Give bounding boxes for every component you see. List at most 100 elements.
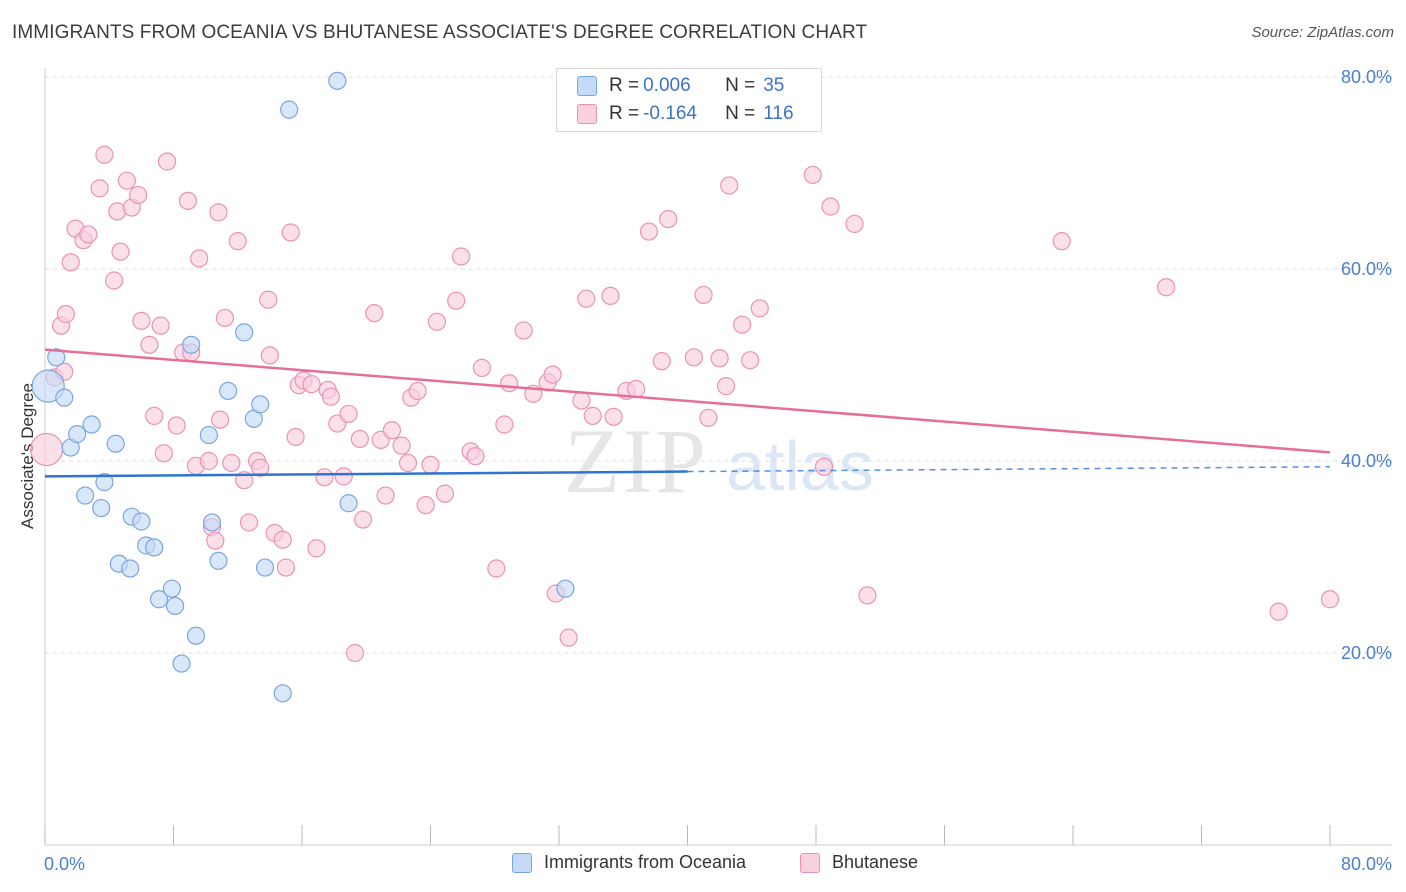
point-oceania <box>106 434 125 453</box>
point-oceania <box>219 381 238 401</box>
trendline-oceania-extension <box>687 466 1331 473</box>
point-bhutanese <box>694 285 713 305</box>
point-bhutanese <box>1320 590 1340 609</box>
point-bhutanese <box>145 406 164 425</box>
point-bhutanese <box>129 185 148 205</box>
point-bhutanese <box>79 225 98 244</box>
point-bhutanese <box>353 510 373 529</box>
point-bhutanese <box>228 232 247 251</box>
point-bhutanese <box>500 374 519 393</box>
point-bhutanese <box>281 223 300 242</box>
point-bhutanese <box>140 335 159 354</box>
series-swatch-bhutanese <box>800 852 820 873</box>
point-bhutanese <box>151 316 170 335</box>
point-oceania <box>121 559 140 578</box>
point-bhutanese <box>845 214 864 233</box>
point-bhutanese <box>427 312 447 331</box>
point-bhutanese <box>472 358 491 377</box>
y-tick-label: 20.0% <box>1341 643 1392 663</box>
watermark-atlas: atlas <box>726 427 874 505</box>
point-bhutanese <box>345 643 365 663</box>
x-tick-label: 80.0% <box>1341 854 1392 874</box>
point-bhutanese <box>750 299 769 318</box>
series-legend-item-bhutanese[interactable]: Bhutanese <box>800 852 918 873</box>
y-tick-label: 60.0% <box>1341 259 1392 279</box>
watermark-zip: ZIP <box>564 410 708 512</box>
legend-r-label: R = <box>609 75 640 96</box>
point-oceania <box>145 538 164 557</box>
point-bhutanese <box>339 404 358 424</box>
legend-r-value-oceania: 0.006 <box>643 75 691 96</box>
point-bhutanese <box>684 348 704 367</box>
point-bhutanese <box>1052 232 1071 251</box>
trend-layer <box>44 348 1331 478</box>
point-oceania <box>235 323 254 342</box>
point-bhutanese <box>814 457 834 476</box>
series-legend-item-oceania[interactable]: Immigrants from Oceania <box>512 852 746 873</box>
point-bhutanese <box>858 586 877 605</box>
point-bhutanese <box>132 311 151 330</box>
point-bhutanese <box>639 222 659 241</box>
point-bhutanese <box>604 407 623 426</box>
point-bhutanese <box>659 209 678 229</box>
point-bhutanese <box>382 421 402 440</box>
series-legend-label-bhutanese: Bhutanese <box>832 852 919 872</box>
point-bhutanese <box>466 447 485 466</box>
point-oceania <box>202 513 222 532</box>
point-bhutanese <box>710 349 729 368</box>
point-oceania <box>162 579 181 598</box>
point-bhutanese <box>215 308 234 328</box>
point-bhutanese <box>154 444 173 463</box>
point-bhutanese <box>543 365 562 384</box>
point-oceania <box>199 425 218 445</box>
legend-r-label: R = <box>609 103 640 124</box>
legend-row-oceania: R = 0.006 N = 35 <box>577 73 784 99</box>
point-bhutanese <box>572 391 591 410</box>
point-bhutanese <box>259 290 278 309</box>
x-tick-label: 0.0% <box>44 854 85 874</box>
point-bhutanese <box>577 289 596 308</box>
point-oceania <box>95 473 114 492</box>
point-bhutanese <box>206 531 225 550</box>
point-bhutanese <box>190 249 209 268</box>
point-bhutanese <box>251 458 270 477</box>
point-bhutanese <box>601 286 620 305</box>
point-bhutanese <box>398 453 418 473</box>
point-oceania <box>55 388 74 407</box>
series-points-bhutanese <box>30 145 1340 663</box>
point-bhutanese <box>111 242 130 261</box>
point-oceania <box>251 395 270 414</box>
point-bhutanese <box>716 377 736 396</box>
point-bhutanese <box>821 197 840 216</box>
point-bhutanese <box>167 416 186 435</box>
point-bhutanese <box>30 432 64 467</box>
point-oceania <box>280 100 299 119</box>
legend-n-label: N = <box>725 103 756 124</box>
point-bhutanese <box>209 203 228 222</box>
point-oceania <box>339 494 358 513</box>
point-bhutanese <box>487 559 506 578</box>
point-bhutanese <box>451 247 471 266</box>
point-bhutanese <box>1269 602 1288 621</box>
point-bhutanese <box>222 453 241 473</box>
point-bhutanese <box>273 530 292 549</box>
point-bhutanese <box>117 171 137 190</box>
legend-n-value-bhutanese: 116 <box>763 103 794 124</box>
series-points-oceania <box>31 71 575 703</box>
trendline-bhutanese <box>44 348 1331 454</box>
legend-swatch-oceania <box>577 76 597 96</box>
point-bhutanese <box>61 253 80 272</box>
point-bhutanese <box>199 451 218 471</box>
watermark: ZIP atlas <box>564 410 874 512</box>
point-bhutanese <box>56 305 75 324</box>
series-swatch-oceania <box>512 852 532 873</box>
point-oceania <box>82 415 101 434</box>
point-oceania <box>172 654 191 673</box>
correlation-legend: R = 0.006 N = 35 R = -0.164 N = 116 <box>556 68 822 132</box>
point-bhutanese <box>435 484 455 503</box>
point-oceania <box>182 335 201 354</box>
point-bhutanese <box>307 539 326 558</box>
grid-layer <box>45 76 1392 654</box>
point-bhutanese <box>495 415 514 434</box>
y-tick-label: 40.0% <box>1341 451 1392 471</box>
